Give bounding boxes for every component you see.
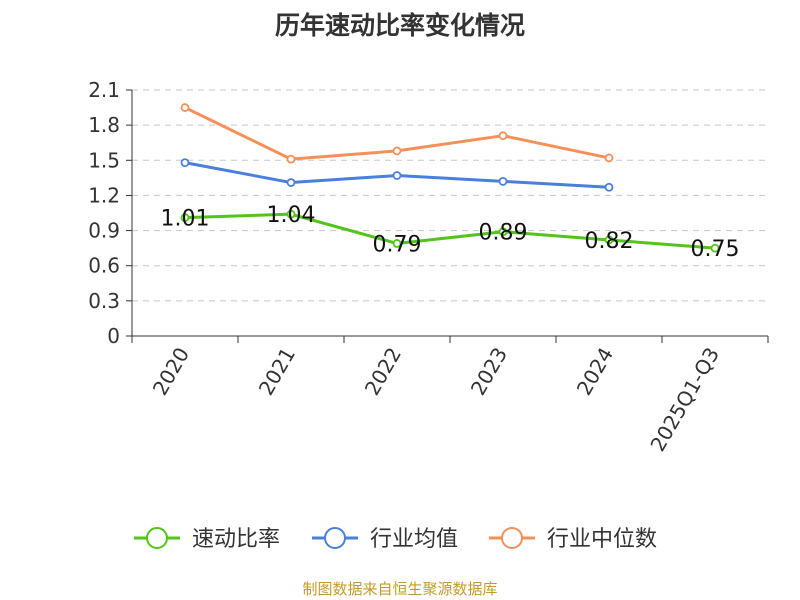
data-point: [498, 176, 508, 186]
y-tick-label: 1.8: [88, 113, 120, 137]
data-point: [498, 227, 508, 237]
y-tick-label: 0: [107, 324, 120, 348]
x-tick-label: 2025Q1-Q3: [645, 343, 724, 455]
series-line: [184, 212, 716, 250]
data-point: [392, 146, 402, 156]
x-tick-label: 2022: [360, 343, 406, 399]
axis-layer: 0 0.3 0.6 0.9 1.2 1.5 1.8 2.1 2020 2021 2022 2023 20…: [88, 78, 769, 456]
x-tick-label: 2020: [148, 343, 194, 399]
y-tick-label: 1.2: [88, 183, 120, 207]
data-label: 1.01: [161, 207, 210, 232]
data-label: 0.89: [479, 221, 528, 246]
legend: 速动比率 行业均值 行业中位数: [134, 527, 657, 552]
legend-label: 行业中位数: [547, 527, 657, 552]
x-tick-label: 2023: [466, 343, 512, 399]
y-tick-label: 0.9: [88, 219, 120, 243]
data-label-layer: 1.01 1.04 0.79 0.89 0.82 0.75: [161, 203, 740, 262]
data-point: [604, 182, 614, 192]
legend-item[interactable]: 行业均值: [312, 527, 458, 552]
legend-label: 速动比率: [192, 527, 280, 552]
legend-item[interactable]: 行业中位数: [489, 527, 657, 552]
data-label: 0.75: [691, 237, 740, 262]
x-tick-label: 2021: [254, 343, 300, 399]
legend-label: 行业均值: [370, 527, 458, 552]
data-point: [180, 158, 190, 168]
data-point: [180, 213, 190, 223]
source-note: 制图数据来自恒生聚源数据库: [302, 580, 498, 598]
legend-item[interactable]: 速动比率: [134, 527, 280, 552]
data-point: [392, 171, 402, 180]
grid-layer: [132, 89, 768, 302]
y-tick-label: 0.6: [88, 254, 120, 278]
data-point: [604, 235, 614, 245]
series-layer: [180, 103, 720, 253]
chart-title: 历年速动比率变化情况: [274, 11, 525, 40]
data-point: [392, 239, 402, 248]
data-label: 0.79: [373, 232, 422, 257]
data-point: [286, 154, 296, 164]
data-label: 0.82: [585, 229, 634, 254]
y-tick-label: 0.3: [88, 289, 120, 313]
y-tick-label: 1.5: [88, 148, 120, 172]
y-tick-label: 2.1: [88, 78, 120, 102]
data-point: [604, 153, 614, 163]
data-point: [286, 209, 296, 219]
data-point: [286, 178, 296, 187]
data-point: [180, 103, 190, 112]
legend-marker: [324, 527, 346, 549]
data-label: 1.04: [267, 203, 316, 228]
data-point: [498, 131, 508, 141]
x-tick-label: 2024: [572, 343, 618, 399]
legend-marker: [501, 527, 523, 549]
data-point: [710, 243, 720, 253]
legend-marker: [146, 527, 168, 549]
